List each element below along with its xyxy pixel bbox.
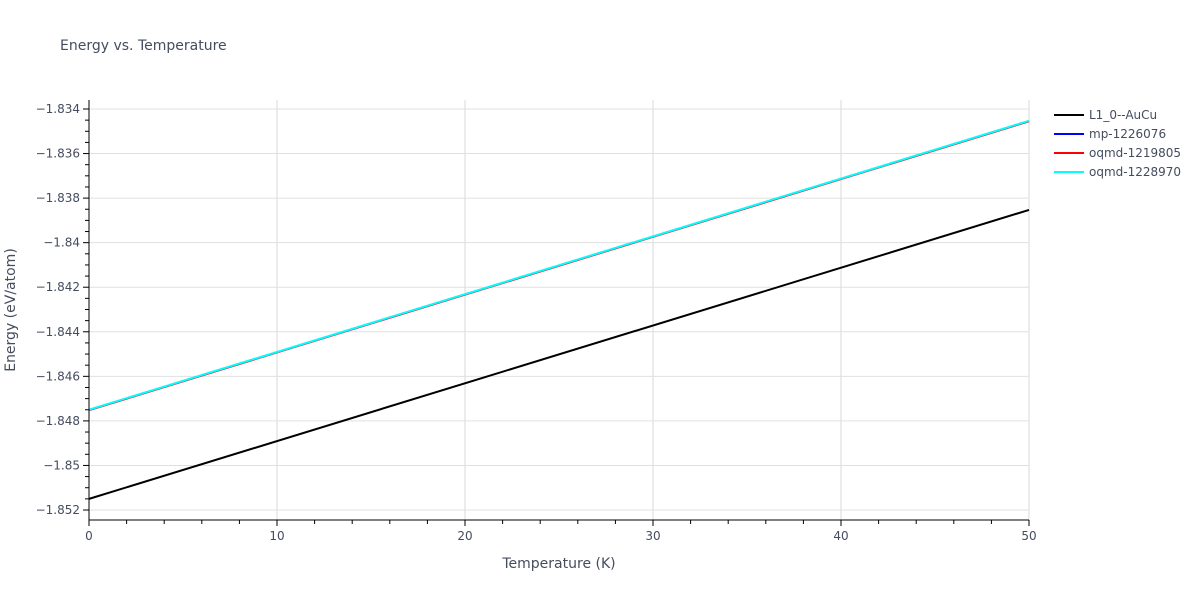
x-tick-label: 20 <box>457 529 472 543</box>
legend-label: oqmd-1228970 <box>1089 165 1181 179</box>
axes: 0 10 20 30 40 50 −1.852 −1.85 −1.848 −1.846 −1.844… <box>36 100 1037 543</box>
x-tick-label: 30 <box>645 529 660 543</box>
legend-label: L1_0--AuCu <box>1089 108 1157 122</box>
legend-label: mp-1226076 <box>1089 127 1166 141</box>
grid-lines <box>89 100 1030 520</box>
x-axis-label: Temperature (K) <box>501 556 615 572</box>
x-tick-label: 10 <box>269 529 284 543</box>
y-tick-label: −1.84 <box>43 236 80 250</box>
series-line-L1_0--AuCu[interactable] <box>88 208 1030 500</box>
legend-item-oqmd-1228970[interactable]: oqmd-1228970 <box>1054 165 1181 179</box>
legend-item-oqmd-1219805[interactable]: oqmd-1219805 <box>1054 146 1181 160</box>
y-tick-label: −1.842 <box>36 280 80 294</box>
y-tick-label: −1.848 <box>36 414 80 428</box>
y-axis-label: Energy (eV/atom) <box>3 248 19 372</box>
y-tick-label: −1.844 <box>36 325 80 339</box>
y-tick-label: −1.838 <box>36 191 80 205</box>
chart-title: Energy vs. Temperature <box>60 38 227 54</box>
x-tick-label: 40 <box>833 529 848 543</box>
legend-item-L1_0--AuCu[interactable]: L1_0--AuCu <box>1054 108 1157 122</box>
series-line-oqmd-1228970[interactable] <box>88 119 1030 411</box>
y-tick-label: −1.834 <box>36 102 80 116</box>
x-tick-label: 0 <box>85 529 93 543</box>
y-tick-label: −1.836 <box>36 147 80 161</box>
y-tick-label: −1.85 <box>43 458 80 472</box>
legend-label: oqmd-1219805 <box>1089 146 1181 160</box>
y-tick-label: −1.846 <box>36 369 80 383</box>
y-tick-label: −1.852 <box>36 503 80 517</box>
legend-item-mp-1226076[interactable]: mp-1226076 <box>1054 127 1166 141</box>
legend: L1_0--AuCu mp-1226076 oqmd-1219805 oqmd-122… <box>1054 108 1181 179</box>
plot-area[interactable] <box>88 119 1030 500</box>
x-tick-label: 50 <box>1021 529 1036 543</box>
